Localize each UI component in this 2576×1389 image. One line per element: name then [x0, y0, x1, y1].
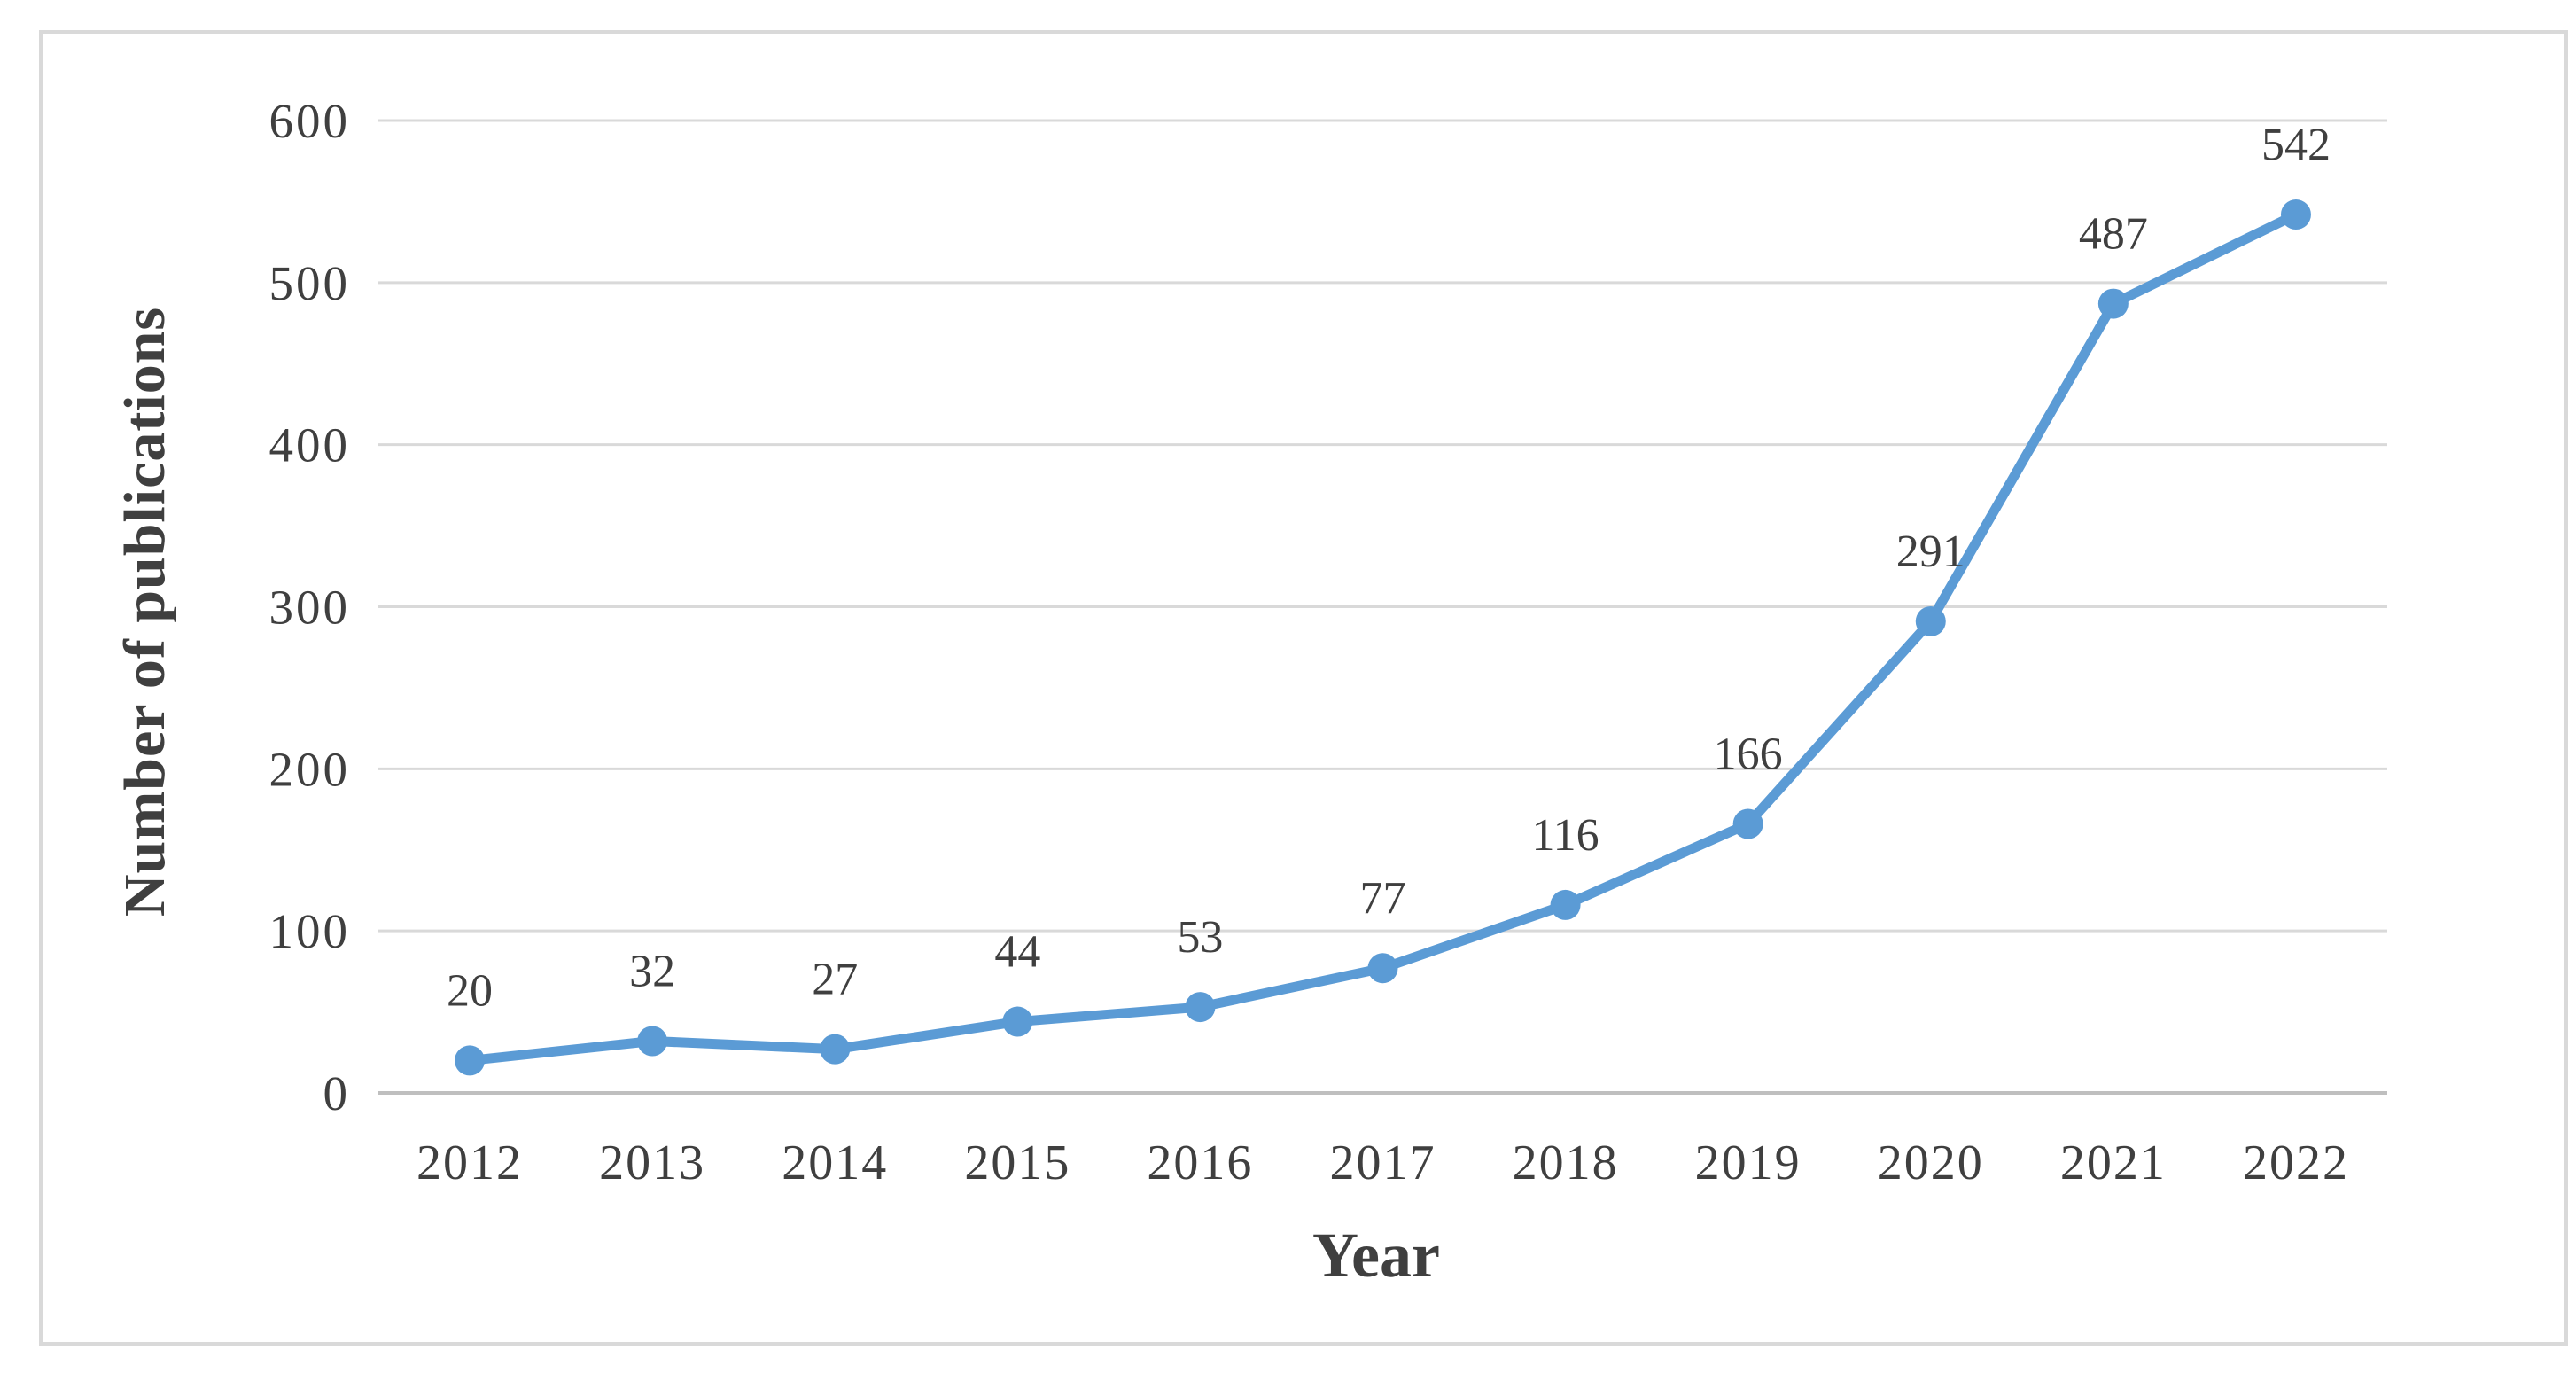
- data-point-marker: [1732, 808, 1763, 839]
- data-label: 53: [1177, 912, 1223, 963]
- x-tick-label: 2019: [1695, 1135, 1802, 1190]
- y-tick-label: 0: [323, 1066, 351, 1120]
- y-tick-label: 200: [269, 742, 351, 796]
- data-label: 166: [1714, 729, 1783, 779]
- data-point-marker: [2280, 199, 2311, 230]
- x-axis-title: Year: [1312, 1220, 1440, 1291]
- data-label: 27: [812, 955, 858, 1005]
- x-tick-label: 2013: [599, 1135, 705, 1190]
- y-axis-title: Number of publications: [113, 307, 177, 917]
- chart-frame-border: [39, 30, 2568, 1346]
- data-point-marker: [455, 1045, 486, 1076]
- series-line: [464, 209, 2301, 1065]
- series-line-path: [464, 209, 2301, 1065]
- data-label: 487: [2079, 209, 2148, 260]
- data-label: 32: [629, 946, 675, 996]
- data-labels: 20 32 27 44 53 77 116 166 291 487 542: [447, 120, 2331, 1016]
- x-tick-label: 2015: [964, 1135, 1070, 1190]
- data-label: 291: [1896, 527, 1965, 577]
- y-tick-label: 100: [269, 904, 351, 958]
- data-point-marker: [1185, 992, 1216, 1023]
- y-tick-label: 300: [269, 581, 351, 635]
- y-axis-tick-labels: 0 100 200 300 400 500 600: [269, 94, 351, 1120]
- y-tick-label: 500: [269, 256, 351, 310]
- data-label: 77: [1360, 873, 1406, 924]
- data-label: 44: [994, 927, 1040, 978]
- data-label: 20: [447, 965, 493, 1016]
- x-tick-label: 2020: [1878, 1135, 1984, 1190]
- x-tick-label: 2017: [1330, 1135, 1436, 1190]
- x-axis-tick-labels: 2012 2013 2014 2015 2016 2017 2018 2019 2020 2021…: [416, 1135, 2349, 1190]
- data-point-marker: [1002, 1006, 1033, 1037]
- data-point-marker: [1550, 889, 1581, 920]
- y-tick-label: 600: [269, 94, 351, 148]
- data-label: 116: [1532, 810, 1599, 861]
- gridlines: [378, 119, 2387, 1095]
- data-point-marker: [820, 1034, 851, 1065]
- data-point-marker: [637, 1026, 668, 1057]
- x-tick-label: 2021: [2060, 1135, 2167, 1190]
- data-point-markers: [455, 199, 2311, 1076]
- x-tick-label: 2018: [1513, 1135, 1619, 1190]
- y-tick-label: 400: [269, 418, 351, 472]
- x-tick-label: 2014: [782, 1135, 888, 1190]
- data-point-marker: [1367, 953, 1398, 984]
- data-label: 542: [2261, 120, 2331, 170]
- x-tick-label: 2012: [416, 1135, 523, 1190]
- x-tick-label: 2016: [1147, 1135, 1253, 1190]
- x-tick-label: 2022: [2243, 1135, 2349, 1190]
- data-point-marker: [1915, 605, 1946, 636]
- data-point-marker: [2097, 288, 2129, 319]
